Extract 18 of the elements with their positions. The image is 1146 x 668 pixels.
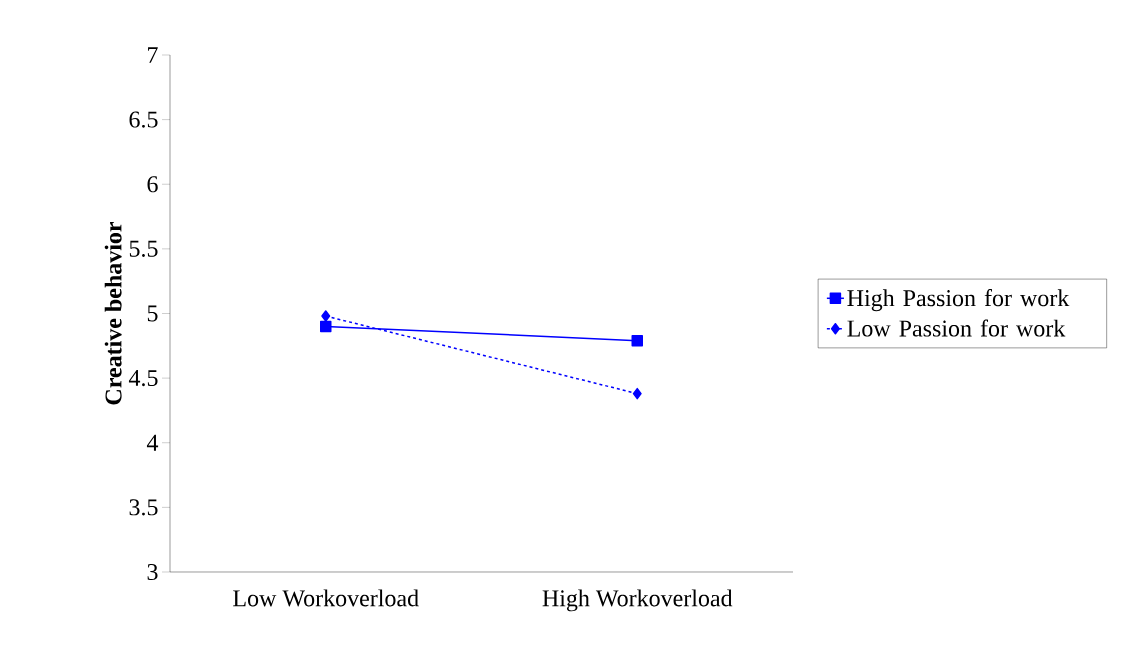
legend-label: High Passion for work <box>847 289 1070 312</box>
y-tick-label: 4 <box>146 434 159 451</box>
y-tick-label: 3.5 <box>129 499 158 516</box>
y-tick-label: 6.5 <box>129 111 158 128</box>
y-tick-label: 7 <box>148 47 158 63</box>
y-tick-label: 4.5 <box>128 370 158 387</box>
x-tick-label: High Workoverload <box>542 589 733 612</box>
point <box>320 320 332 333</box>
point <box>632 387 642 400</box>
y-tick-label: 5.5 <box>129 240 158 257</box>
x-tick-label: Low Workoverload <box>233 589 419 607</box>
y-axis-title: Creative behavior <box>104 221 122 405</box>
y-tick-label: 6 <box>147 176 158 193</box>
point <box>321 310 331 322</box>
y-tick-label: 5 <box>147 305 158 322</box>
legend-label: Low Passion for work <box>847 319 1066 337</box>
y-tick-label: 3 <box>147 563 158 581</box>
point <box>631 334 643 347</box>
